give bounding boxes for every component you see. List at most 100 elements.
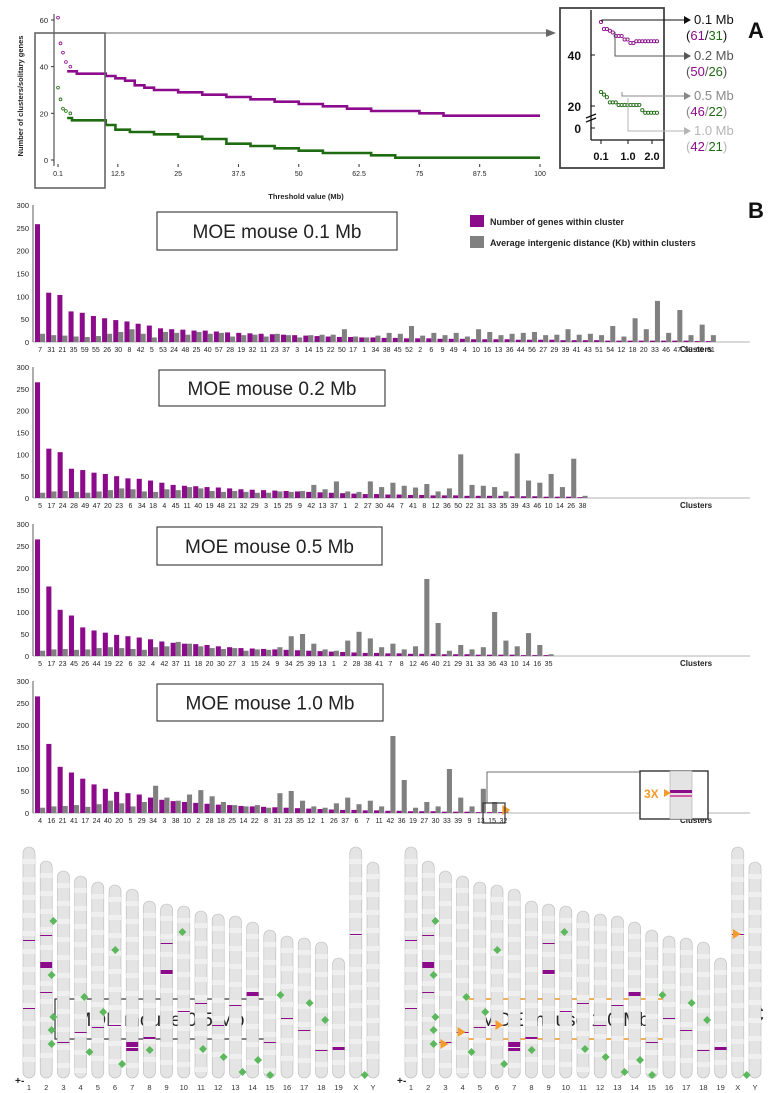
bar-ytick-label: 150 <box>16 270 29 279</box>
chromosome-label: X <box>735 1083 740 1092</box>
bar-category-label: 29 <box>138 818 146 825</box>
chromosome-band <box>126 955 139 960</box>
bar-category-label: 37 <box>341 818 349 825</box>
chromosome-band <box>594 1034 607 1039</box>
bar-category-label: 25 <box>296 661 304 668</box>
chromosome-band <box>212 1052 225 1057</box>
chromosome-label: 11 <box>579 1083 587 1092</box>
bar-distance <box>73 805 80 813</box>
bar-category-label: 18 <box>194 661 202 668</box>
chromosome-band <box>263 978 276 983</box>
cluster-mark <box>577 1003 589 1004</box>
bar-distance <box>95 336 101 342</box>
chromosome-band <box>143 1039 156 1044</box>
panel-a: Number of clusters/solitary genes Thresh… <box>16 7 734 201</box>
bar-ytick-label: 150 <box>16 743 29 752</box>
chromosome-band <box>422 1017 435 1022</box>
bar-genes <box>261 648 267 656</box>
chromosome-band <box>473 1002 486 1007</box>
solitary-gene-marker <box>658 991 667 999</box>
bar-distance <box>153 647 159 656</box>
bar-category-label: 29 <box>454 661 462 668</box>
bar-distance <box>412 807 419 813</box>
cluster-mark <box>160 970 173 974</box>
bar-genes <box>385 494 391 498</box>
bar-distance <box>503 640 509 656</box>
bar-distance <box>537 482 543 498</box>
chromosome-label: X <box>353 1083 358 1092</box>
chromosome-band <box>559 936 572 941</box>
bar-genes <box>441 654 447 656</box>
chromosome-band <box>594 980 607 985</box>
chromosome-band <box>731 895 744 900</box>
bar-genes <box>148 639 154 656</box>
bar-category-label: 22 <box>115 661 123 668</box>
bar-category-label: 41 <box>375 661 383 668</box>
chromosome-label: 6 <box>113 1083 117 1092</box>
bar-category-label: 60 <box>696 347 704 354</box>
chromosome-band <box>456 906 469 911</box>
cluster-mark <box>40 992 53 993</box>
chromosome-band <box>23 1003 35 1008</box>
chromosome-band <box>195 941 207 946</box>
bar-genes <box>303 335 309 342</box>
bar-genes <box>538 339 544 342</box>
bar-ytick-label: 100 <box>16 292 29 301</box>
bar-distance <box>164 646 170 656</box>
chromosome-band <box>405 967 417 972</box>
bar-category-label: 12 <box>409 661 417 668</box>
solitary-gene-marker <box>49 917 58 925</box>
bar-genes <box>272 490 278 498</box>
bar-genes <box>549 339 555 342</box>
bar-category-label: 44 <box>93 661 101 668</box>
chromosome-6 <box>490 884 504 1079</box>
bar-distance <box>241 335 247 342</box>
chromosome-band <box>246 1006 259 1011</box>
inset-annotation-leader <box>601 19 684 22</box>
inset-ytick-label: 0 <box>574 122 581 136</box>
bar-genes <box>35 696 41 813</box>
bar-chart-title-box <box>156 683 384 722</box>
chromosome-band <box>23 859 35 864</box>
chromosome-label: 4 <box>461 1083 465 1092</box>
bar-category-label: 12 <box>307 818 315 825</box>
bar-chart-title: MOE mouse 0.2 Mb <box>188 379 357 400</box>
chromosome-band <box>229 1054 242 1059</box>
bar-genes <box>227 647 233 656</box>
bar-category-label: 6 <box>355 818 359 825</box>
bar-category-label: 32 <box>138 661 146 668</box>
bar-category-label: 31 <box>466 661 474 668</box>
chromosome-band <box>542 1006 555 1011</box>
bar-distance <box>285 335 292 342</box>
chromosome-band <box>349 859 362 864</box>
solitary-gene-marker <box>118 1060 127 1068</box>
bar-category-label: 45 <box>394 347 402 354</box>
bar-genes <box>430 653 436 656</box>
chromosome-band <box>23 1039 35 1044</box>
bar-category-label: 8 <box>128 347 132 354</box>
bar-category-label: 9 <box>441 347 445 354</box>
multi-cluster-marker <box>457 1027 466 1037</box>
bar-category-label: 22 <box>466 503 474 510</box>
chromosome-band <box>23 949 35 954</box>
chromosome-band <box>229 1018 242 1023</box>
chromosome-band <box>473 1056 486 1061</box>
inset-annotation-counts: (61/31) <box>686 28 727 43</box>
chromosome-band <box>40 1035 53 1040</box>
panel-a-ytick-label: 0 <box>44 156 48 165</box>
bar-category-label: 19 <box>237 347 245 354</box>
bar-genes <box>249 489 255 498</box>
bar-genes <box>705 341 711 342</box>
bar-category-label: 40 <box>104 818 112 825</box>
chromosome-band <box>263 1032 276 1037</box>
chromosome-band <box>439 955 452 960</box>
bar-genes <box>114 634 120 656</box>
bar-distance <box>186 643 193 656</box>
bar-genes <box>471 339 477 342</box>
inset-annotation-arrowhead <box>684 92 691 100</box>
bar-distance <box>666 332 672 342</box>
chromosome-band <box>645 942 658 947</box>
bar-category-label: 26 <box>103 347 111 354</box>
chromosome-X <box>731 846 745 1079</box>
solitary-gene-marker <box>47 971 56 979</box>
